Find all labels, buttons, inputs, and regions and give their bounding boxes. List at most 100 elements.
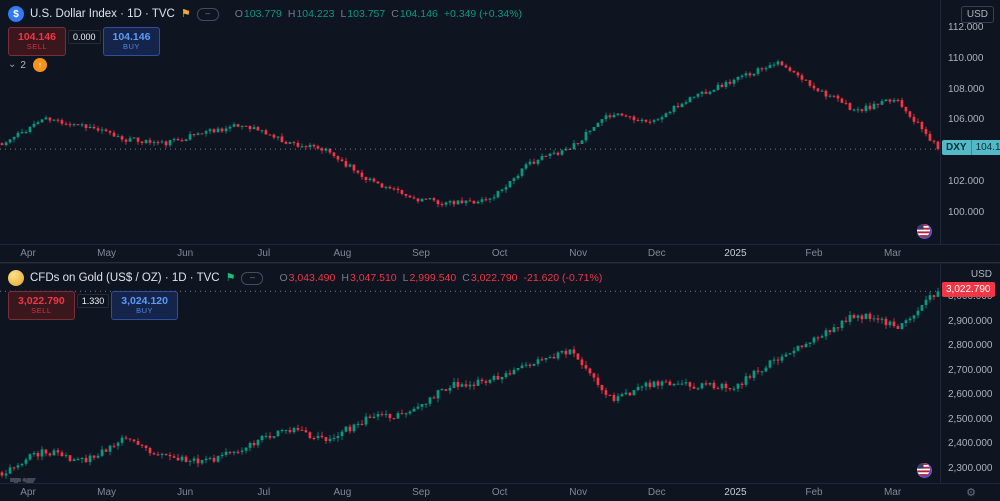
sell-label: SELL xyxy=(26,42,48,52)
time-axis-label: Feb xyxy=(805,487,823,498)
buy-price: 104.146 xyxy=(112,31,151,43)
time-axis-label: Dec xyxy=(647,248,666,259)
ohlc-letter: C xyxy=(462,272,470,284)
gold-candlestick-chart[interactable] xyxy=(0,264,940,483)
more-options-icon[interactable]: – xyxy=(241,271,264,285)
gold-header: CFDs on Gold (US$ / OZ) · 1D · TVC ⚑ – O… xyxy=(8,270,602,286)
flag-icon[interactable]: ⚑ xyxy=(225,271,236,284)
price-tick-label: 2,900.000 xyxy=(948,315,993,327)
ohlc-value: 103.779 xyxy=(243,8,282,20)
gold-spread-value: 1.330 xyxy=(76,294,110,308)
dxy-header: $ U.S. Dollar Index · 1D · TVC ⚑ – O 103.… xyxy=(8,6,522,22)
time-axis-label: Oct xyxy=(491,487,508,498)
gold-time-axis[interactable]: ⚙ Apr May Jun Jul Aug Sep Oct Nov Dec 2025 Feb Mar xyxy=(0,483,1000,501)
ohlc-letter: O xyxy=(279,272,288,284)
dxy-sell-button[interactable]: 104.146 SELL xyxy=(8,27,66,56)
price-tick-label: 102.000 xyxy=(948,176,985,188)
ohlc-value: 104.146 xyxy=(399,8,438,20)
gold-trade-widget: 3,022.790 SELL 1.330 3,024.120 BUY xyxy=(8,291,178,320)
ohlc-letter: O xyxy=(234,8,243,20)
pane-divider[interactable] xyxy=(0,262,1000,264)
time-axis-label: Aug xyxy=(333,487,352,498)
time-axis-label: Nov xyxy=(569,248,588,259)
sell-price: 104.146 xyxy=(18,31,56,43)
ohlc-letter: L xyxy=(340,8,347,20)
dxy-time-axis[interactable]: Apr May Jun Jul Aug Sep Oct Nov Dec 2025 Feb Mar xyxy=(0,244,1000,262)
object-tree-collapse[interactable]: ⌄ 2 ↑ xyxy=(8,58,47,72)
time-axis-label: Apr xyxy=(20,487,36,498)
buy-label: BUY xyxy=(136,306,154,316)
ohlc-value: 3,043.490 xyxy=(288,272,336,284)
dxy-currency-button[interactable]: USD xyxy=(960,6,994,23)
time-axis-label: Dec xyxy=(647,487,666,498)
indicator-arrow-badge[interactable]: ↑ xyxy=(32,58,47,72)
dxy-ohlc-values: O 103.779 H 104.223 L 103.757 C 104.146 +0.349 (… xyxy=(229,8,522,20)
time-axis-label: 2025 xyxy=(724,487,747,498)
more-options-icon[interactable]: – xyxy=(196,7,219,21)
time-axis-label: Sep xyxy=(412,487,430,498)
ohlc-value: 103.757 xyxy=(347,8,386,20)
dxy-price-axis[interactable]: USD 112.000110.000108.000106.000104.0001… xyxy=(940,0,1000,244)
dxy-trade-widget: 104.146 SELL 0.000 104.146 BUY xyxy=(8,27,161,56)
last-price-value: 3,022.790 xyxy=(946,284,991,296)
time-axis-label: Mar xyxy=(883,248,902,259)
time-axis-label: May xyxy=(97,487,117,498)
change-value: -21.620 (-0.71%) xyxy=(523,272,603,284)
settings-icon[interactable]: ⚙ xyxy=(966,487,976,499)
flag-icon[interactable]: ⚑ xyxy=(180,7,191,20)
dxy-chart-area: $ U.S. Dollar Index · 1D · TVC ⚑ – O 103.… xyxy=(0,0,940,244)
time-axis-label: Apr xyxy=(20,248,36,259)
us-flag-icon[interactable] xyxy=(917,463,930,476)
buy-price: 3,024.120 xyxy=(121,295,168,307)
gold-price-axis[interactable]: USD 3,000.0002,900.0002,800.0002,700.000… xyxy=(940,264,1000,483)
us-flag-icon[interactable] xyxy=(917,224,930,237)
last-price-tag: 3,022.790 xyxy=(942,282,995,298)
ohlc-letter: C xyxy=(391,8,399,20)
time-axis-label: Aug xyxy=(333,248,352,259)
gold-currency-label[interactable]: USD xyxy=(970,269,992,280)
dxy-candlestick-chart[interactable] xyxy=(0,0,940,244)
price-tick-label: 2,800.000 xyxy=(948,340,993,352)
gold-symbol-title[interactable]: CFDs on Gold (US$ / OZ) · 1D · TVC xyxy=(30,272,220,284)
price-tick-label: 2,500.000 xyxy=(948,413,993,425)
gold-pane-icons xyxy=(917,463,932,478)
sell-price: 3,022.790 xyxy=(18,295,65,307)
price-tick-label: 108.000 xyxy=(948,83,985,95)
price-tick-label: 2,400.000 xyxy=(948,438,993,450)
price-tick-label: 112.000 xyxy=(948,21,984,33)
ohlc-value: 3,022.790 xyxy=(470,272,518,284)
dxy-pane-icons xyxy=(917,224,932,239)
gold-chart-area: CFDs on Gold (US$ / OZ) · 1D · TVC ⚑ – O… xyxy=(0,264,940,483)
price-tick-label: 106.000 xyxy=(948,114,985,126)
time-axis-label: May xyxy=(97,248,117,259)
pane-dxy: $ U.S. Dollar Index · 1D · TVC ⚑ – O 103.… xyxy=(0,0,1000,262)
price-tick-label: 2,600.000 xyxy=(948,389,993,401)
ohlc-value: 2,999.540 xyxy=(409,272,457,284)
ohlc-letter: H xyxy=(287,8,296,20)
pane-gold: CFDs on Gold (US$ / OZ) · 1D · TVC ⚑ – O… xyxy=(0,264,1000,501)
buy-label: BUY xyxy=(123,42,140,52)
price-tick-label: 100.000 xyxy=(948,207,985,219)
gold-sell-button[interactable]: 3,022.790 SELL xyxy=(8,291,75,320)
price-tick-label: 2,700.000 xyxy=(948,364,993,376)
ohlc-value: 3,047.510 xyxy=(349,272,397,284)
dxy-buy-button[interactable]: 104.146 BUY xyxy=(102,27,161,56)
gold-buy-button[interactable]: 3,024.120 BUY xyxy=(111,291,178,320)
sell-label: SELL xyxy=(31,306,52,316)
time-axis-label: Sep xyxy=(412,248,430,259)
symbol-tag-label: DXY xyxy=(942,140,972,156)
dxy-symbol-title[interactable]: U.S. Dollar Index · 1D · TVC xyxy=(30,8,175,20)
ohlc-letter: H xyxy=(341,272,349,284)
gold-ohlc-values: O 3,043.490 H 3,047.510 L 2,999.540 C 3,022.790… xyxy=(273,272,602,284)
time-axis-label: Mar xyxy=(883,487,902,498)
ohlc-value: 104.223 xyxy=(296,8,335,20)
chevron-down-icon: ⌄ xyxy=(8,59,17,70)
time-axis-label: Nov xyxy=(569,487,588,498)
gold-symbol-icon xyxy=(8,270,24,286)
time-axis-label: Oct xyxy=(491,248,508,259)
price-tick-label: 2,300.000 xyxy=(948,462,993,474)
last-price-value: 104.146 xyxy=(975,142,1000,154)
price-tick-label: 110.000 xyxy=(948,52,984,64)
